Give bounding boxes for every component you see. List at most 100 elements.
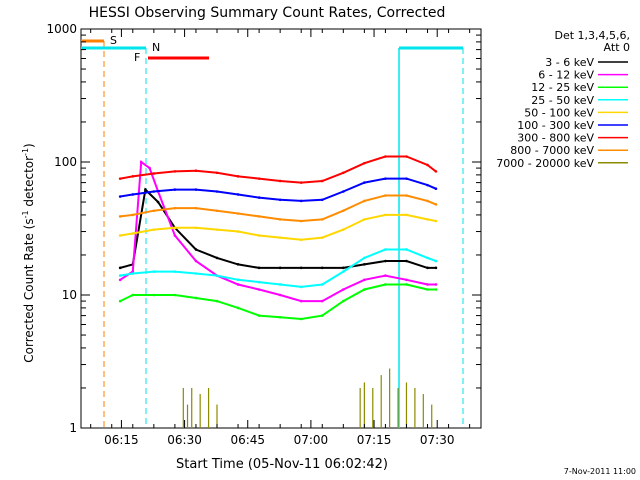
series-point xyxy=(434,203,438,206)
series-6 xyxy=(118,155,438,184)
series-point xyxy=(342,266,345,270)
series-point xyxy=(194,226,198,230)
legend-title-line1: Det 1,3,4,5,6, xyxy=(554,29,630,42)
legend-label: 3 - 6 keV xyxy=(545,56,594,69)
series-point xyxy=(363,181,366,184)
x-tick-label: 06:15 xyxy=(104,433,139,447)
series-point xyxy=(342,299,345,303)
series-point xyxy=(384,274,387,277)
series-point xyxy=(257,177,261,180)
series-point xyxy=(405,194,408,197)
series-point xyxy=(215,171,219,175)
series-point xyxy=(236,230,240,233)
series-point xyxy=(320,314,324,317)
series-point xyxy=(426,283,429,286)
series-point xyxy=(118,266,122,270)
series-point xyxy=(278,179,282,183)
series-point xyxy=(118,195,122,198)
y-axis-label-end: ) xyxy=(22,143,36,148)
series-point xyxy=(257,196,261,199)
series-point xyxy=(405,155,408,158)
plot-frame xyxy=(80,28,482,429)
series-line xyxy=(120,177,437,202)
series-point xyxy=(257,266,261,270)
series-point xyxy=(173,170,177,173)
series-point xyxy=(405,248,408,251)
marker-n-label: N xyxy=(152,41,160,54)
series-point xyxy=(320,283,324,286)
series-point xyxy=(342,171,345,175)
series-point xyxy=(131,272,135,275)
series-3 xyxy=(118,248,438,289)
series-point xyxy=(405,259,408,263)
series-point xyxy=(278,218,282,221)
legend-label: 6 - 12 keV xyxy=(538,69,594,82)
series-point xyxy=(131,293,135,297)
series-point xyxy=(384,259,387,263)
series-point xyxy=(299,285,303,289)
series-point xyxy=(426,183,429,187)
series-point xyxy=(363,256,366,260)
series-point xyxy=(257,215,261,218)
series-point xyxy=(215,256,219,260)
series-2 xyxy=(118,283,438,321)
y-tick-label: 100 xyxy=(54,155,77,169)
series-point xyxy=(320,299,324,303)
series-point xyxy=(131,232,135,235)
marker-s-label: S xyxy=(110,34,117,47)
date-stamp: 7-Nov-2011 11:00 xyxy=(564,467,636,476)
series-8 xyxy=(182,368,433,428)
series-point xyxy=(434,187,438,190)
series-point xyxy=(363,288,366,291)
series-point xyxy=(236,175,240,178)
series-line xyxy=(119,283,436,321)
series-1 xyxy=(118,160,438,303)
series-point xyxy=(152,209,156,213)
series-point xyxy=(236,306,240,310)
series-point xyxy=(278,236,282,239)
x-tick-label: 06:30 xyxy=(167,433,202,447)
series-point xyxy=(434,283,438,286)
series-point xyxy=(194,272,198,275)
series-point xyxy=(426,199,429,203)
series-point xyxy=(426,163,429,167)
series-point xyxy=(131,193,135,196)
legend-label: 7000 - 20000 keV xyxy=(496,157,594,170)
series-point xyxy=(405,278,408,282)
series-point xyxy=(363,161,366,165)
series-point xyxy=(173,293,177,297)
legend-label: 50 - 100 keV xyxy=(524,106,594,119)
plot-area: S NF 06:15 06:30 06:45 07:00 07:15 07:30 1 10 10… xyxy=(46,22,482,447)
series-point xyxy=(342,228,345,231)
series-point xyxy=(299,219,303,223)
series-point xyxy=(173,188,177,191)
legend-title-line2: Att 0 xyxy=(604,41,630,54)
series-point xyxy=(384,155,387,158)
series-point xyxy=(278,315,282,319)
series-point xyxy=(434,219,438,223)
x-axis: 06:15 06:30 06:45 07:00 07:15 07:30 xyxy=(90,29,471,447)
marker-layer: S NF xyxy=(81,34,464,428)
series-point xyxy=(384,177,387,180)
series-point xyxy=(236,283,240,286)
series-point xyxy=(257,234,261,237)
series-point xyxy=(236,278,240,282)
series-point xyxy=(152,228,156,231)
series-point xyxy=(320,266,324,270)
x-tick-label: 07:00 xyxy=(294,433,329,447)
series-point xyxy=(320,198,324,202)
series-layer xyxy=(118,155,438,428)
legend-label: 25 - 50 keV xyxy=(531,94,594,107)
series-point xyxy=(215,274,219,277)
series-5 xyxy=(118,177,438,203)
series-point xyxy=(405,213,408,217)
series-point xyxy=(194,188,198,191)
series-point xyxy=(118,234,122,237)
series-point xyxy=(434,259,438,263)
y-axis-label-sup1: -1 xyxy=(21,210,30,218)
series-point xyxy=(278,266,282,270)
series-point xyxy=(405,283,408,286)
